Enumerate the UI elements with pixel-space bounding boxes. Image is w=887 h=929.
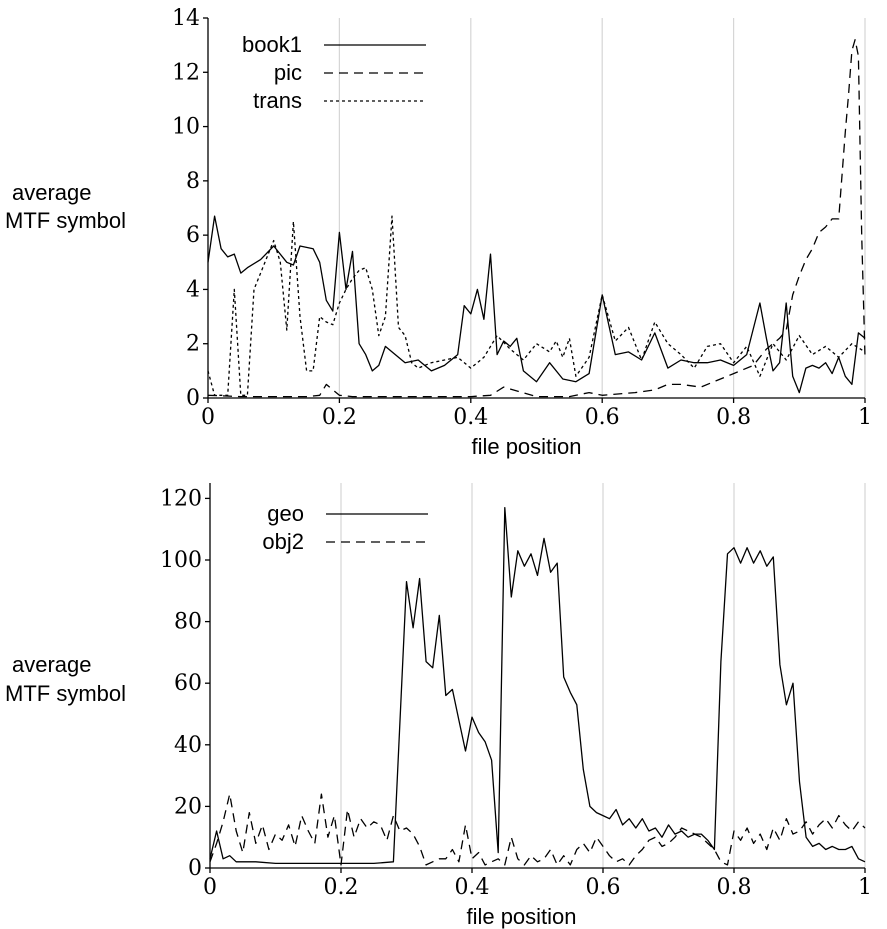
y-tick-label: 40 <box>174 733 202 758</box>
series-line-book1 <box>207 215 866 394</box>
y-tick-label: 10 <box>172 115 200 140</box>
x-tick-label: 0 <box>203 875 217 900</box>
y-tick-label: 6 <box>186 223 200 248</box>
series-line-trans <box>207 215 866 396</box>
legend-label-trans: trans <box>253 88 302 113</box>
x-axis-label: file position <box>471 434 581 459</box>
y-tick-label: 0 <box>188 856 202 881</box>
legend-label-book1: book1 <box>242 32 302 57</box>
x-axis-label: file position <box>466 904 576 929</box>
y-axis-label: MTF symbol <box>5 208 126 233</box>
x-tick-label: 0.4 <box>453 405 488 430</box>
x-tick-label: 0.2 <box>322 405 357 430</box>
y-tick-label: 60 <box>174 671 202 696</box>
y-axis-label: average <box>12 180 92 205</box>
legend-label-geo: geo <box>267 501 304 526</box>
x-tick-label: 0.4 <box>455 875 490 900</box>
y-tick-label: 80 <box>174 610 202 635</box>
y-tick-label: 0 <box>186 386 200 411</box>
chart-2: 0 0.2 0.4 0.6 0.8 1 0 20 40 60 80 100 120 file positi… <box>5 483 872 929</box>
y-tick-label: 4 <box>186 277 200 302</box>
legend-label-pic: pic <box>274 60 302 85</box>
series-line-obj2 <box>209 793 866 866</box>
x-tick-label: 0 <box>201 405 215 430</box>
x-tick-label: 0.2 <box>324 875 359 900</box>
series-line-geo <box>209 506 866 865</box>
series-line-pic <box>207 39 866 398</box>
x-tick-label: 0.8 <box>717 875 752 900</box>
legend-label-obj2: obj2 <box>262 529 304 554</box>
y-axis-label: average <box>12 652 92 677</box>
y-tick-label: 12 <box>172 60 200 85</box>
x-tick-label: 0.6 <box>586 875 621 900</box>
y-tick-label: 8 <box>186 169 200 194</box>
x-tick-label: 0.6 <box>585 405 620 430</box>
x-tick-label: 1 <box>858 405 872 430</box>
y-tick-label: 2 <box>186 332 200 357</box>
y-tick-label: 14 <box>172 6 200 31</box>
y-axis-label: MTF symbol <box>5 681 126 706</box>
x-tick-label: 0.8 <box>716 405 751 430</box>
y-tick-label: 20 <box>174 794 202 819</box>
x-tick-label: 1 <box>858 875 872 900</box>
y-tick-label: 120 <box>160 486 202 511</box>
y-tick-label: 100 <box>160 548 202 573</box>
